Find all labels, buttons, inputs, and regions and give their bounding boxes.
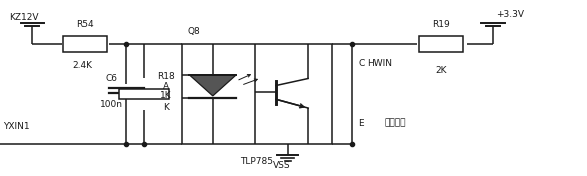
Polygon shape [189, 75, 236, 96]
Text: VSS: VSS [273, 161, 291, 170]
Text: TLP785: TLP785 [240, 156, 274, 166]
Text: 2K: 2K [436, 66, 447, 75]
Text: A: A [163, 82, 169, 91]
Text: R54: R54 [76, 20, 94, 29]
Text: K: K [163, 103, 169, 112]
Bar [63, 36, 107, 52]
Text: +3.3V: +3.3V [496, 10, 524, 19]
Text: YXIN1: YXIN1 [3, 122, 29, 131]
Bar [119, 89, 168, 99]
Text: 开关合位: 开关合位 [384, 119, 406, 128]
Text: Q8: Q8 [188, 27, 201, 36]
Text: E: E [358, 119, 364, 128]
Text: KZ12V: KZ12V [9, 13, 38, 22]
Text: 100n: 100n [100, 100, 123, 109]
Text: C6: C6 [106, 74, 117, 83]
Text: HWIN: HWIN [367, 59, 392, 68]
Text: 2.4K: 2.4K [72, 61, 92, 70]
Text: R18: R18 [157, 72, 175, 81]
Bar [419, 36, 463, 52]
Bar [182, 44, 332, 144]
Text: C: C [358, 59, 365, 68]
Text: 1K: 1K [160, 91, 172, 100]
Text: R19: R19 [433, 20, 450, 29]
